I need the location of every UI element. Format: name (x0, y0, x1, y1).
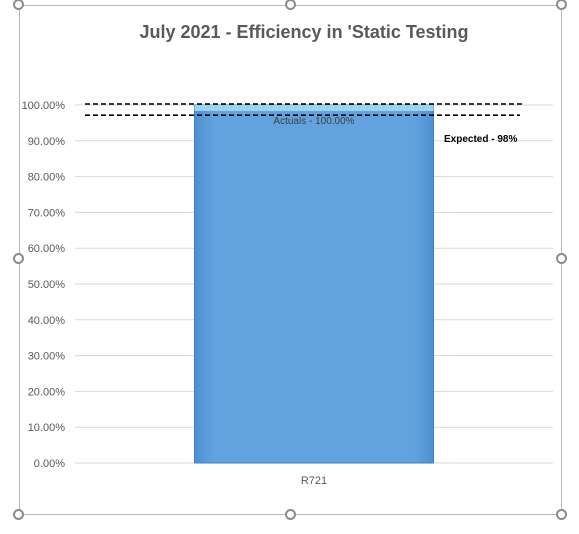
resize-handle-top-left[interactable] (13, 0, 24, 10)
y-tick-label: 80.00% (28, 172, 66, 184)
bar-top-highlight (194, 105, 434, 111)
resize-handle-middle-left[interactable] (13, 253, 24, 264)
expected-line-label: Expected - 98% (444, 134, 517, 145)
x-tick-label: R721 (301, 475, 327, 487)
bar-data-label: Actuals - 100.00% (273, 116, 354, 127)
chart-title: July 2021 - Efficiency in 'Static Testin… (139, 22, 468, 42)
y-tick-label: 50.00% (28, 279, 66, 291)
y-tick-label: 40.00% (28, 315, 66, 327)
y-tick-label: 100.00% (22, 100, 66, 112)
resize-handle-bottom-center[interactable] (285, 509, 296, 520)
resize-handle-bottom-left[interactable] (13, 509, 24, 520)
y-tick-label: 20.00% (28, 386, 66, 398)
y-tick-label: 10.00% (28, 422, 66, 434)
resize-handle-middle-right[interactable] (556, 253, 567, 264)
y-tick-label: 60.00% (28, 243, 66, 255)
y-tick-label: 30.00% (28, 351, 66, 363)
resize-handle-top-center[interactable] (285, 0, 296, 10)
y-tick-label: 70.00% (28, 207, 66, 219)
y-tick-label: 0.00% (34, 458, 65, 470)
y-tick-label: 90.00% (28, 136, 66, 148)
resize-handle-bottom-right[interactable] (556, 509, 567, 520)
bar-r721[interactable] (194, 104, 434, 464)
resize-handle-top-right[interactable] (556, 0, 567, 10)
